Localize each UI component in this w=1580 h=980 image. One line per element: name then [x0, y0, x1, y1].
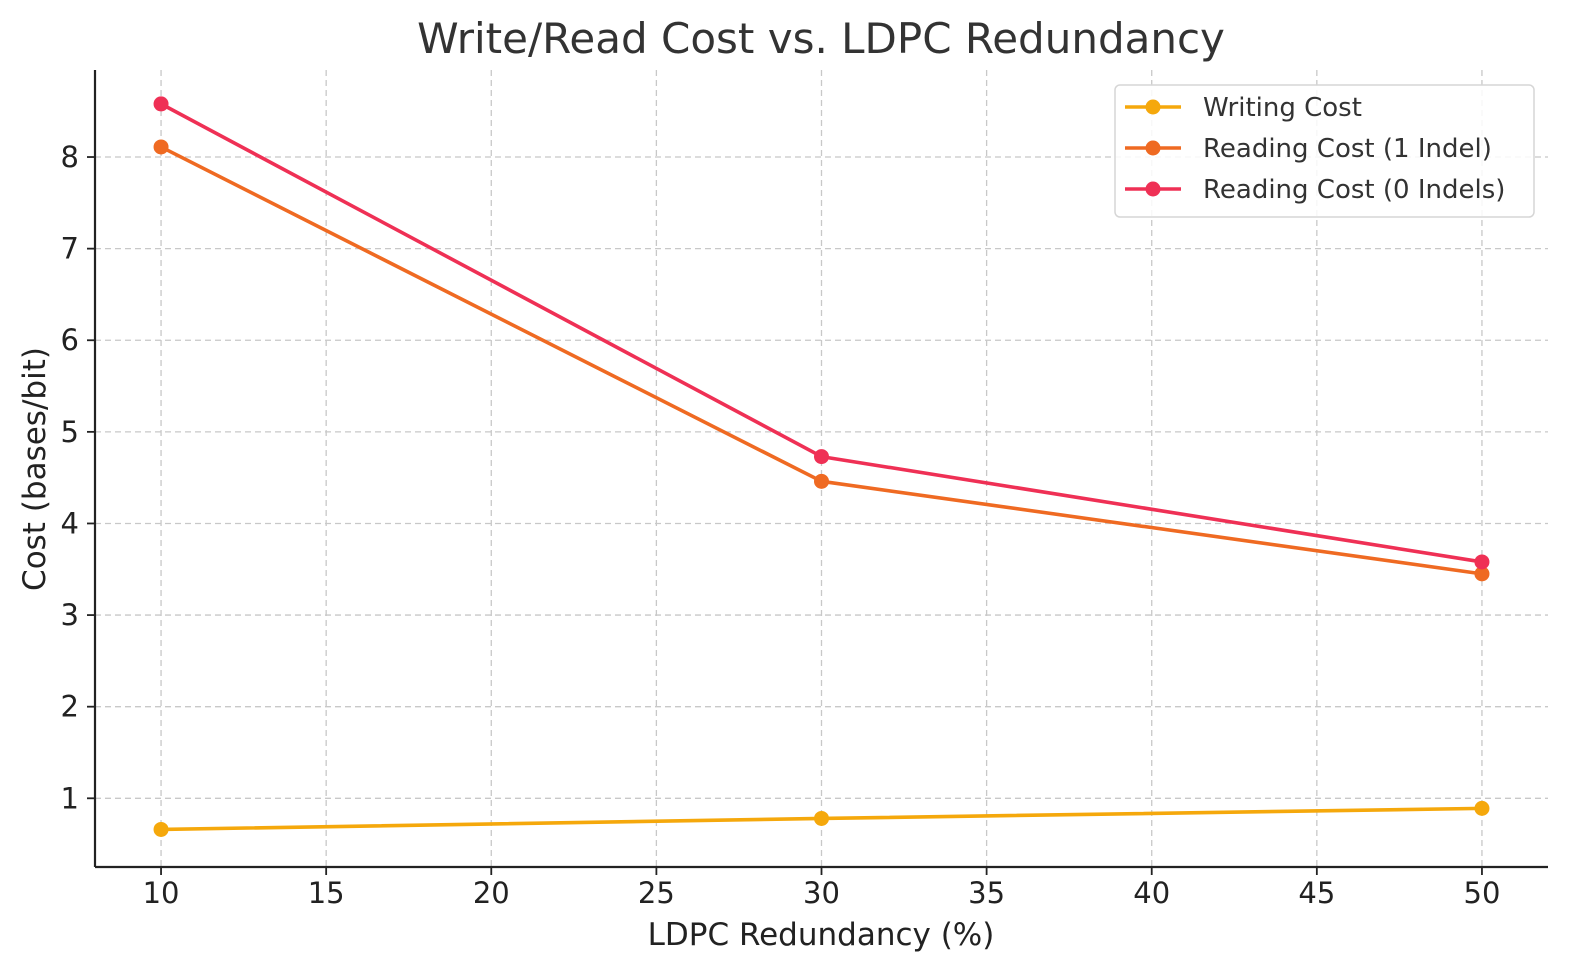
- chart-title: Write/Read Cost vs. LDPC Redundancy: [417, 14, 1225, 63]
- legend-entries: Writing Cost Reading Cost (1 Indel) Readin…: [1125, 93, 1505, 205]
- y-tick-label: 7: [61, 232, 79, 266]
- legend-label: Reading Cost (0 Indels): [1203, 175, 1505, 205]
- y-tick-label: 3: [61, 598, 79, 632]
- legend-swatch-marker: [1145, 140, 1161, 156]
- y-axis-label: Cost (bases/bit): [17, 347, 53, 591]
- y-tick-label: 1: [61, 781, 79, 815]
- y-tick-label: 5: [61, 415, 79, 449]
- data-point: [153, 139, 169, 155]
- data-point: [153, 821, 169, 837]
- legend-box: [1114, 84, 1535, 218]
- series-2: [153, 139, 1490, 582]
- data-point: [814, 449, 829, 465]
- legend: Writing Cost Reading Cost (1 Indel) Readin…: [1114, 84, 1535, 218]
- y-ticks: 1 2 3 4 5 6 7 8: [61, 140, 95, 815]
- data-point: [814, 810, 829, 826]
- x-tick-label: 35: [968, 876, 1005, 910]
- data-point: [1474, 800, 1490, 816]
- series-1: [153, 800, 1490, 837]
- y-tick-label: 4: [61, 506, 79, 540]
- x-tick-label: 45: [1298, 876, 1335, 910]
- x-ticks: 10 15 20 25 30 35 40 45 50: [143, 867, 1501, 910]
- data-point: [814, 473, 829, 489]
- data-point: [1474, 566, 1490, 582]
- x-axis-label: LDPC Redundancy (%): [648, 917, 995, 953]
- x-tick-label: 15: [308, 876, 345, 910]
- legend-swatch-marker: [1145, 99, 1161, 115]
- x-tick-label: 30: [803, 876, 840, 910]
- y-tick-label: 8: [61, 140, 79, 174]
- legend-label: Reading Cost (1 Indel): [1203, 134, 1492, 164]
- x-tick-label: 50: [1464, 876, 1501, 910]
- y-tick-label: 2: [61, 690, 79, 724]
- legend-entry: Writing Cost: [1125, 93, 1362, 123]
- data-series: [153, 96, 1490, 837]
- data-point: [153, 96, 169, 112]
- legend-label: Writing Cost: [1203, 93, 1362, 123]
- legend-swatch-marker: [1145, 181, 1161, 197]
- x-tick-label: 40: [1133, 876, 1170, 910]
- y-tick-label: 6: [61, 323, 79, 357]
- series-3: [153, 96, 1490, 570]
- legend-entry: Reading Cost (1 Indel): [1125, 134, 1492, 164]
- x-tick-label: 25: [638, 876, 675, 910]
- x-tick-label: 20: [473, 876, 510, 910]
- x-tick-label: 10: [143, 876, 180, 910]
- data-point: [1474, 554, 1490, 570]
- legend-entry: Reading Cost (0 Indels): [1125, 175, 1505, 205]
